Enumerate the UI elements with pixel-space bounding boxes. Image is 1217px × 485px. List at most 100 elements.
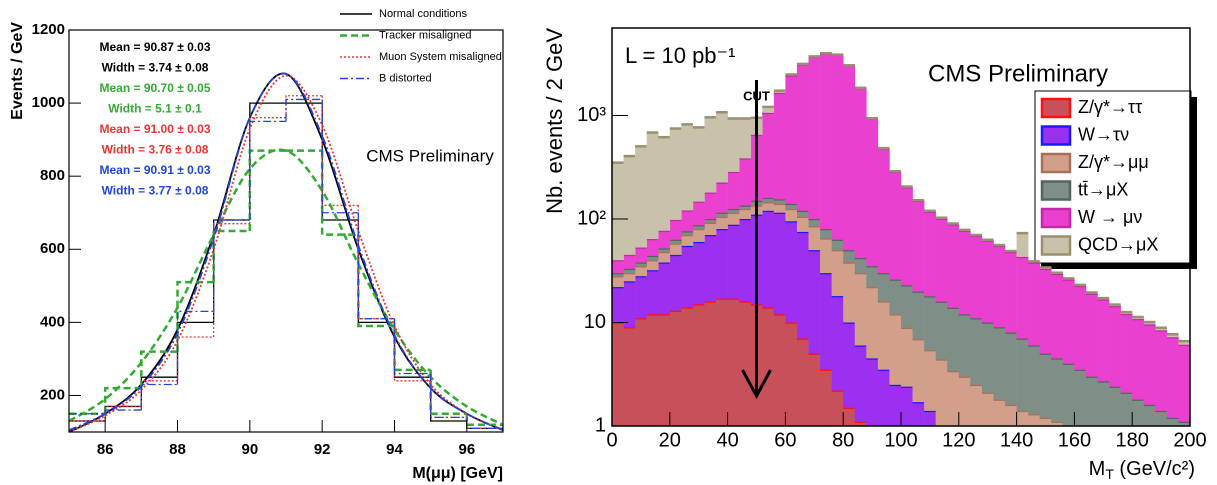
- stack-segment: [808, 353, 821, 426]
- stack-segment: [1039, 268, 1052, 354]
- stack-segment: [831, 296, 844, 391]
- stack-segment: [820, 273, 832, 370]
- histogram-step: [104, 405, 142, 422]
- stack-segment: [912, 291, 925, 340]
- stack-segment: [1097, 381, 1110, 426]
- stack-segment: [796, 210, 809, 217]
- stack-segment: [854, 273, 867, 346]
- histogram-step: [321, 99, 359, 214]
- stack-segment: [935, 359, 948, 426]
- stack-segment: [727, 118, 740, 172]
- stack-segment: [669, 239, 682, 244]
- stack-segment: [704, 222, 717, 236]
- x-tick-label: 86: [97, 441, 114, 458]
- stack-segment: [623, 156, 636, 255]
- stack-segment: [820, 229, 832, 239]
- annotation: L = 10 pb⁻¹: [625, 43, 735, 68]
- y-tick-label: 10²: [577, 207, 606, 229]
- stack-segment: [612, 276, 624, 288]
- stack-segment: [1062, 279, 1075, 364]
- stack-segment: [692, 304, 705, 426]
- stack-segment: [924, 350, 936, 411]
- legend-swatch: [1040, 152, 1072, 174]
- stack-segment: [889, 171, 902, 280]
- y-tick-label: 600: [40, 240, 65, 257]
- stack-segment: [843, 407, 856, 426]
- stack-segment: [658, 251, 671, 263]
- stack-segment: [692, 127, 705, 202]
- stack-segment: [889, 279, 902, 315]
- stack-segment: [993, 399, 1006, 426]
- stack-segment: [704, 117, 717, 193]
- y-tick-label: 1200: [32, 21, 65, 38]
- stack-segment: [739, 205, 752, 209]
- histogram-step: [357, 234, 395, 328]
- histogram-step: [212, 229, 250, 283]
- legend-label: Muon System misaligned: [379, 51, 502, 63]
- stack-segment: [843, 250, 856, 263]
- stack-segment: [1039, 353, 1052, 418]
- histogram-step: [429, 369, 467, 415]
- histogram-step: [176, 336, 214, 381]
- stack-segment: [1074, 369, 1087, 426]
- stack-segment: [796, 216, 809, 232]
- stack-segment: [1143, 324, 1156, 405]
- stack-segment: [866, 118, 879, 267]
- histogram-step: [213, 223, 250, 337]
- stack-segment: [612, 287, 624, 323]
- stack-segment: [773, 199, 786, 204]
- stack-segment: [1109, 306, 1121, 387]
- stack-segment: [739, 158, 752, 206]
- stack-segment: [901, 386, 913, 426]
- stack-segment: [646, 260, 659, 271]
- stack-segment: [889, 384, 902, 426]
- stack-segment: [808, 226, 821, 251]
- stat-width: Width = 5.1 ± 0.1: [108, 102, 202, 116]
- stack-segment: [796, 64, 809, 211]
- stack-segment: [785, 75, 798, 204]
- stack-segment: [981, 392, 994, 426]
- stack-segment: [612, 260, 624, 274]
- stack-segment: [831, 250, 844, 297]
- stack-segment: [773, 212, 786, 315]
- stack-segment: [785, 208, 798, 222]
- stack-segment: [716, 229, 728, 299]
- stack-segment: [658, 137, 671, 231]
- legend-label: W→τν: [1078, 124, 1129, 144]
- stack-segment: [681, 245, 694, 308]
- stack-segment: [820, 238, 832, 274]
- stack-segment: [669, 219, 682, 240]
- legend-label: Z/γ*→μμ: [1078, 152, 1149, 172]
- plot-area: [612, 51, 1190, 476]
- histogram-step: [321, 103, 359, 221]
- stack-segment: [681, 124, 694, 211]
- stack-segment: [912, 339, 925, 403]
- stack-segment: [1097, 299, 1110, 382]
- stack-segment: [635, 247, 647, 263]
- stack-segment: [947, 449, 959, 476]
- cut-arrowhead: [741, 369, 772, 400]
- stack-segment: [612, 162, 624, 261]
- stack-segment: [623, 268, 636, 274]
- stack-segment: [692, 225, 705, 230]
- stat-width: Width = 3.76 ± 0.08: [102, 143, 209, 157]
- x-axis-label-part: T: [1105, 466, 1114, 482]
- stack-segment: [762, 112, 775, 198]
- stack-segment: [704, 235, 717, 302]
- x-tick-label: 20: [659, 429, 681, 451]
- histogram-step: [176, 310, 214, 385]
- stack-segment: [958, 376, 971, 426]
- fit-curve: [69, 148, 503, 426]
- stack-segment: [762, 210, 775, 308]
- stack-segment: [1085, 376, 1098, 426]
- plot-area: [69, 72, 503, 432]
- stack-segment: [704, 218, 717, 223]
- stack-segment: [646, 239, 659, 256]
- stack-segment: [866, 266, 879, 288]
- histogram-step: [140, 383, 178, 411]
- stack-segment: [739, 301, 752, 426]
- stack-segment: [1120, 392, 1133, 426]
- stack-segment: [727, 298, 740, 426]
- histogram-step: [213, 219, 250, 323]
- legend-swatch: [1040, 235, 1072, 256]
